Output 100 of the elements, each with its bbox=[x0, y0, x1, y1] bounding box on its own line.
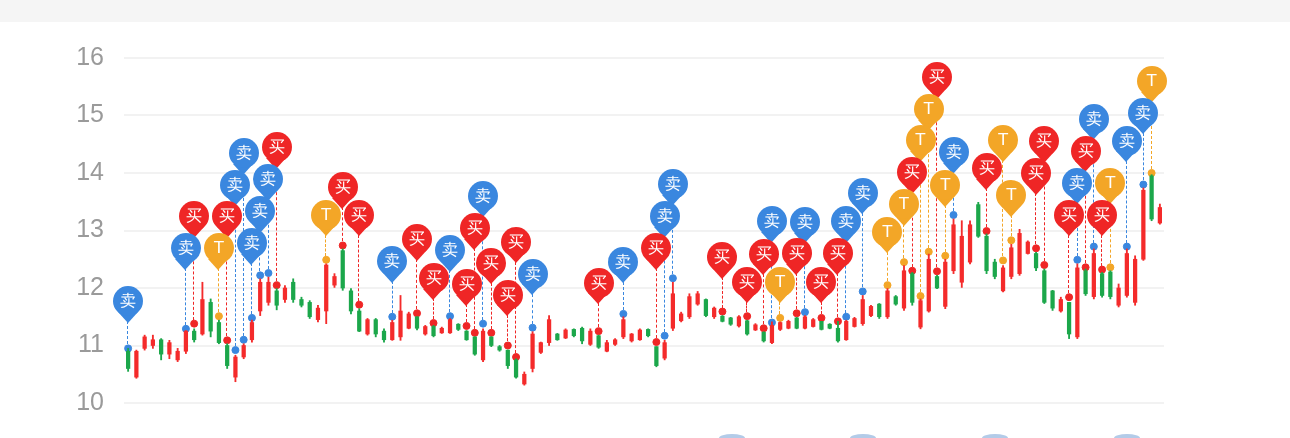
point bbox=[190, 319, 199, 328]
data-label: 卖 bbox=[763, 211, 780, 231]
data-label: T bbox=[915, 130, 926, 150]
point bbox=[1040, 261, 1049, 269]
point bbox=[487, 328, 496, 337]
point bbox=[759, 324, 768, 333]
data-label: 买 bbox=[268, 137, 285, 157]
point bbox=[413, 309, 422, 318]
data-label: 卖 bbox=[1085, 108, 1102, 128]
data-label: 卖 bbox=[384, 251, 401, 271]
data-label: 买 bbox=[483, 252, 500, 272]
data-label: T bbox=[214, 238, 224, 258]
data-label: 买 bbox=[1028, 163, 1045, 183]
data-label: 买 bbox=[929, 67, 946, 86]
y-tick-label: 12 bbox=[76, 271, 104, 300]
data-label: 卖 bbox=[796, 212, 813, 232]
point bbox=[792, 309, 801, 318]
data-label: T bbox=[923, 99, 934, 118]
point bbox=[223, 336, 232, 345]
point bbox=[660, 331, 669, 340]
data-label: 卖 bbox=[475, 185, 492, 205]
point bbox=[800, 308, 809, 317]
point bbox=[999, 256, 1008, 265]
point bbox=[949, 210, 958, 219]
point bbox=[594, 327, 603, 336]
data-label: 买 bbox=[1077, 140, 1094, 160]
data-label: 卖 bbox=[615, 251, 632, 271]
y-tick-label: 16 bbox=[76, 41, 104, 70]
data-label: 买 bbox=[1036, 131, 1053, 151]
data-label: 卖 bbox=[177, 238, 194, 258]
data-label: 卖 bbox=[656, 206, 673, 226]
data-label: 买 bbox=[409, 229, 426, 249]
y-tick-label: 11 bbox=[78, 329, 104, 358]
point bbox=[883, 281, 892, 290]
point bbox=[1032, 244, 1041, 253]
data-label: 卖 bbox=[243, 233, 260, 253]
data-label: 卖 bbox=[664, 174, 681, 194]
point bbox=[338, 241, 347, 250]
point bbox=[1106, 263, 1115, 272]
point bbox=[1122, 242, 1131, 251]
data-label: 卖 bbox=[1135, 102, 1152, 122]
data-label: 买 bbox=[714, 247, 731, 267]
data-label: 买 bbox=[1061, 204, 1078, 224]
data-label: 卖 bbox=[120, 291, 137, 311]
y-tick-label: 13 bbox=[76, 214, 104, 243]
point bbox=[776, 313, 785, 322]
point bbox=[256, 271, 265, 280]
point bbox=[355, 300, 364, 309]
point bbox=[718, 307, 727, 316]
y-tick-label: 10 bbox=[76, 386, 104, 415]
point bbox=[858, 287, 867, 296]
point bbox=[982, 227, 991, 236]
data-label: 卖 bbox=[442, 240, 459, 260]
data-label: T bbox=[998, 130, 1008, 150]
point bbox=[1007, 236, 1016, 245]
point bbox=[619, 309, 628, 318]
data-label: 买 bbox=[904, 162, 921, 182]
point bbox=[941, 251, 950, 260]
data-label: 买 bbox=[755, 243, 772, 263]
point bbox=[924, 247, 933, 256]
data-label: 买 bbox=[829, 243, 846, 263]
point bbox=[817, 313, 826, 322]
data-label: 买 bbox=[466, 218, 483, 238]
data-label: 买 bbox=[648, 238, 665, 258]
data-label: 卖 bbox=[524, 263, 541, 283]
data-label: 买 bbox=[1094, 204, 1111, 224]
point bbox=[743, 312, 752, 321]
point bbox=[1065, 293, 1074, 302]
point bbox=[1073, 255, 1082, 264]
y-tick-label: 14 bbox=[76, 156, 105, 185]
point bbox=[842, 312, 851, 321]
point bbox=[503, 341, 512, 350]
data-label: 卖 bbox=[252, 201, 269, 221]
data-label: 买 bbox=[219, 206, 236, 226]
data-label: T bbox=[1146, 71, 1157, 90]
data-label: T bbox=[1006, 185, 1017, 205]
data-label: T bbox=[899, 194, 909, 214]
point bbox=[933, 267, 942, 276]
point bbox=[264, 269, 273, 278]
point bbox=[916, 292, 925, 301]
data-label: 买 bbox=[978, 158, 995, 178]
point bbox=[388, 312, 397, 321]
data-label: 卖 bbox=[235, 143, 252, 163]
point bbox=[528, 323, 537, 332]
candlestick bbox=[555, 333, 560, 341]
data-label: 卖 bbox=[854, 182, 871, 202]
point bbox=[231, 346, 240, 355]
data-label: 买 bbox=[788, 243, 805, 263]
point bbox=[322, 255, 331, 264]
point bbox=[470, 328, 479, 337]
point bbox=[1098, 265, 1107, 274]
y-tick-label: 15 bbox=[76, 99, 104, 128]
point bbox=[479, 319, 488, 328]
point bbox=[272, 281, 281, 290]
data-label: 卖 bbox=[945, 142, 962, 162]
data-label: 卖 bbox=[227, 174, 244, 194]
data-label: 买 bbox=[508, 231, 525, 251]
point bbox=[239, 335, 248, 344]
point bbox=[1139, 180, 1148, 189]
data-label: T bbox=[940, 175, 951, 194]
